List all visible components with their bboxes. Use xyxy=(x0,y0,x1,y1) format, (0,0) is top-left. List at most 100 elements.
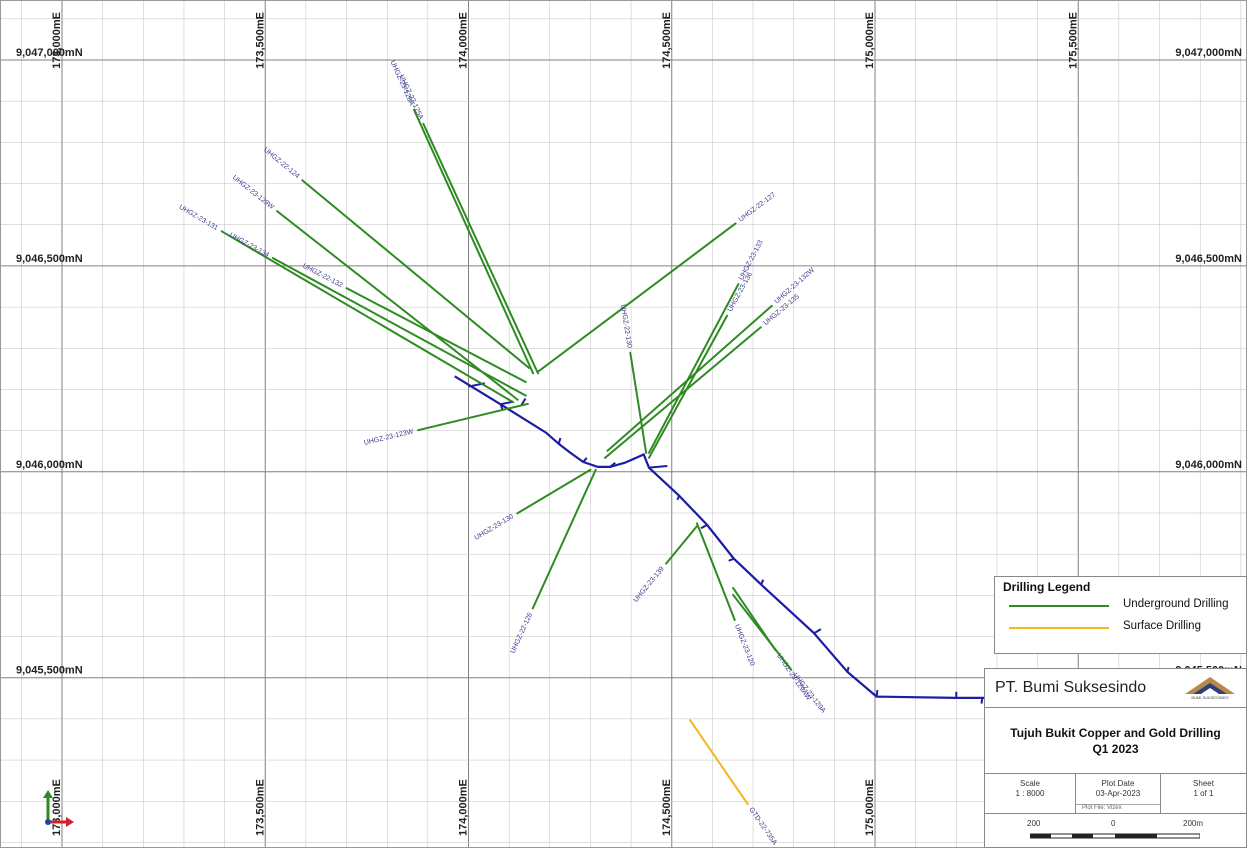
legend-item-surface: Surface Drilling xyxy=(995,619,1246,637)
north-arrow-icon xyxy=(43,790,74,827)
drill-hole-trace xyxy=(422,122,540,375)
northing-label-right: 9,046,000mN xyxy=(1175,459,1242,471)
easting-label: 173,500mE xyxy=(254,779,266,836)
drill-hole-trace xyxy=(647,314,729,459)
legend-line-surface xyxy=(1009,627,1109,629)
drill-hole-trace xyxy=(417,402,529,432)
tunnel-stub xyxy=(728,557,735,562)
drill-hole-label: UHGZ-23-128A xyxy=(388,60,415,108)
project-title: Tujuh Bukit Copper and Gold Drilling xyxy=(1010,726,1221,740)
tunnel-stub xyxy=(557,437,562,445)
drill-hole-trace xyxy=(665,525,698,565)
drill-hole-label: UHGZ-23-134 xyxy=(228,232,270,259)
drill-hole-label: UHGZ-22-126 xyxy=(510,612,535,655)
drill-hole-trace xyxy=(695,522,736,622)
project-period: Q1 2023 xyxy=(1092,742,1139,756)
drill-hole-label: UHGZ-23-123W xyxy=(363,428,414,447)
scale-value: 1 : 8000 xyxy=(1015,789,1045,798)
project-title-row: Tujuh Bukit Copper and Gold Drilling Q1 … xyxy=(985,707,1246,774)
legend-label-underground: Underground Drilling xyxy=(1123,598,1229,610)
tunnel-stub xyxy=(980,697,984,704)
scalebar-graphic xyxy=(1030,833,1200,839)
decline-tunnel xyxy=(454,375,1054,704)
drill-hole-label: UHGZ-22-124 xyxy=(262,147,300,180)
drill-hole-label: GTD-22-735A xyxy=(747,806,778,846)
drill-holes-layer: UHGZ-22-124UHGZ-22-125AUHGZ-23-128AUHGZ-… xyxy=(178,60,827,847)
drill-hole-label: UHGZ-22-130 xyxy=(619,304,633,349)
logo-text: BUMI SUKSESINDO xyxy=(1191,695,1229,700)
drill-hole-trace xyxy=(732,593,793,671)
drill-hole-trace xyxy=(413,108,535,375)
tunnel-stub xyxy=(582,457,588,463)
drill-hole-trace xyxy=(689,719,749,806)
company-logo: BUMI SUKSESINDO xyxy=(1181,674,1239,704)
tunnel-stub xyxy=(760,579,765,586)
tunnel-stub xyxy=(676,495,680,501)
northing-label-left: 9,047,000mN xyxy=(16,47,83,59)
legend-label-surface: Surface Drilling xyxy=(1123,620,1201,632)
scale-cell: Scale 1 : 8000 xyxy=(985,773,1076,813)
drill-hole-trace xyxy=(606,304,773,452)
drill-hole-label: UHGZ-23-130 xyxy=(474,513,515,542)
scalebar-label-right: 200m xyxy=(1183,819,1204,828)
drill-hole-label: UHGZ-22-127 xyxy=(738,192,777,224)
company-row: PT. Bumi Suksesindo BUMI SUKSESINDO xyxy=(985,669,1246,708)
northing-label-left: 9,046,000mN xyxy=(16,459,83,471)
tunnel-stub xyxy=(813,628,822,635)
easting-label: 174,500mE xyxy=(661,12,673,69)
tunnel-stub xyxy=(700,524,708,530)
title-block: PT. Bumi Suksesindo BUMI SUKSESINDO Tuju… xyxy=(984,668,1247,848)
drill-hole-trace xyxy=(604,326,762,459)
scalebar-label-mid: 0 xyxy=(1111,819,1116,828)
legend-item-underground: Underground Drilling xyxy=(995,597,1246,615)
drill-hole-label: UHGZ-23-129A xyxy=(791,672,827,715)
legend-title: Drilling Legend xyxy=(1003,580,1091,594)
easting-label: 174,000mE xyxy=(458,12,470,69)
plot-date-value: 03-Apr-2023 xyxy=(1095,789,1141,798)
tunnel-stub xyxy=(609,461,616,468)
drill-hole-label: UHGZ-23-129W xyxy=(231,174,275,211)
tunnel-stub xyxy=(875,689,879,697)
info-row: Scale 1 : 8000 Plot Date 03-Apr-2023 Plo… xyxy=(985,773,1246,814)
drill-hole-trace xyxy=(531,468,597,610)
easting-label: 173,500mE xyxy=(254,12,266,69)
drill-hole-label: UHGZ-23-120 xyxy=(733,624,756,668)
decline-path xyxy=(454,375,1054,700)
drill-hole-label: UHGZ-23-139 xyxy=(632,565,665,603)
drilling-legend: Drilling Legend Underground Drilling Sur… xyxy=(994,576,1247,654)
sheet-header: Sheet xyxy=(1193,779,1214,788)
company-name: PT. Bumi Suksesindo xyxy=(995,679,1147,696)
easting-label: 174,000mE xyxy=(458,779,470,836)
drill-hole-trace xyxy=(537,222,737,373)
drill-hole-trace xyxy=(345,287,527,384)
easting-label: 175,500mE xyxy=(1067,12,1079,69)
northing-label-left: 9,046,500mN xyxy=(16,253,83,265)
tunnel-stub xyxy=(648,465,668,469)
northing-label-right: 9,046,500mN xyxy=(1175,253,1242,265)
plot-date-header: Plot Date xyxy=(1101,779,1135,788)
tunnel-stub xyxy=(500,400,513,406)
northing-label-right: 9,047,000mN xyxy=(1175,47,1242,59)
easting-label: 175,000mE xyxy=(864,12,876,69)
scale-bar: 200 0 200m xyxy=(985,813,1246,847)
plot-date-cell: Plot Date 03-Apr-2023 Plot File: Vizex xyxy=(1076,773,1161,813)
sheet-cell: Sheet 1 of 1 xyxy=(1161,773,1246,813)
drill-hole-trace xyxy=(629,351,648,454)
drill-hole-trace xyxy=(647,283,740,454)
sheet-value: 1 of 1 xyxy=(1193,789,1214,798)
plot-file: Plot File: Vizex xyxy=(1076,804,1160,811)
drill-hole-trace xyxy=(271,257,527,397)
drill-hole-trace xyxy=(301,179,531,370)
easting-label: 175,000mE xyxy=(864,779,876,836)
scalebar-label-left: 200 xyxy=(1027,819,1041,828)
easting-label: 173,000mE xyxy=(51,12,63,69)
legend-line-underground xyxy=(1009,605,1109,607)
scale-header: Scale xyxy=(1019,779,1040,788)
northing-label-left: 9,045,500mN xyxy=(16,665,83,677)
drill-hole-trace xyxy=(220,230,515,404)
tunnel-stub xyxy=(846,666,850,673)
company-logo-icon xyxy=(1185,677,1235,694)
drill-hole-trace xyxy=(516,468,592,515)
easting-label: 174,500mE xyxy=(661,779,673,836)
